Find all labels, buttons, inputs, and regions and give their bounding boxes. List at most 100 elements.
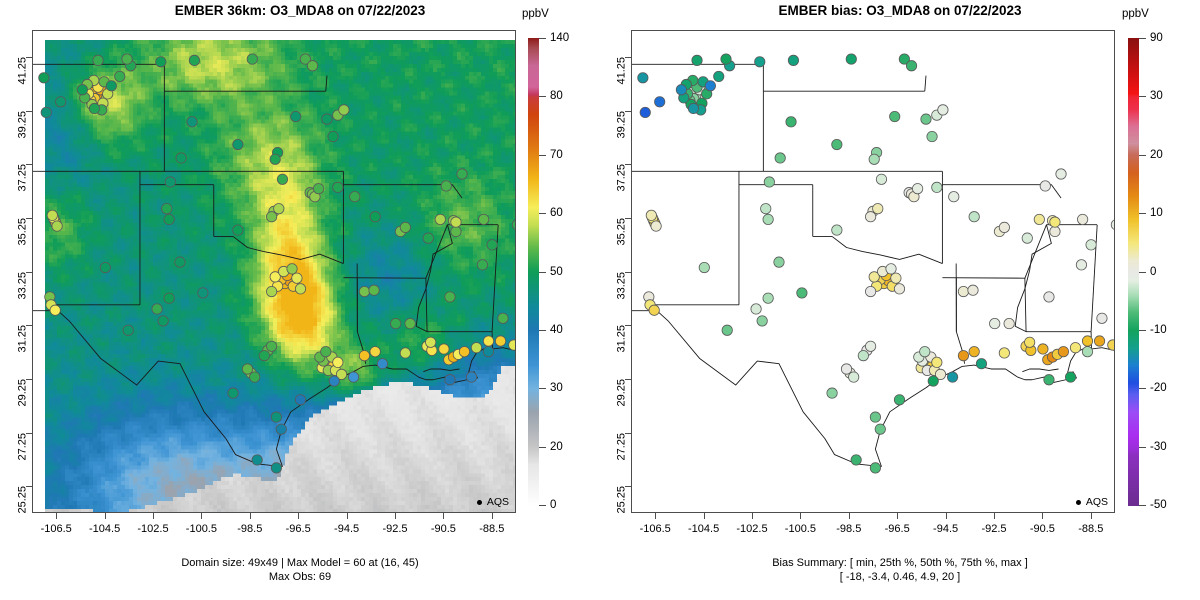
aqs-site-marker[interactable] bbox=[508, 339, 515, 351]
aqs-site-marker[interactable] bbox=[294, 394, 307, 406]
aqs-site-marker[interactable] bbox=[1021, 232, 1033, 244]
aqs-site-marker[interactable] bbox=[826, 387, 838, 399]
aqs-site-marker[interactable] bbox=[376, 358, 389, 370]
aqs-site-marker[interactable] bbox=[444, 291, 456, 303]
aqs-site-marker[interactable] bbox=[919, 346, 931, 358]
aqs-site-marker[interactable] bbox=[893, 394, 906, 406]
aqs-site-marker[interactable] bbox=[122, 324, 134, 336]
aqs-site-marker[interactable] bbox=[1096, 312, 1108, 324]
aqs-site-marker[interactable] bbox=[762, 213, 774, 225]
aqs-site-marker[interactable] bbox=[313, 183, 325, 195]
aqs-site-marker[interactable] bbox=[648, 304, 660, 316]
aqs-site-marker[interactable] bbox=[773, 256, 785, 268]
aqs-site-marker[interactable] bbox=[232, 224, 244, 236]
aqs-site-marker[interactable] bbox=[232, 138, 244, 151]
aqs-site-marker[interactable] bbox=[186, 116, 198, 128]
aqs-site-marker[interactable] bbox=[482, 346, 495, 358]
aqs-site-marker[interactable] bbox=[989, 318, 1001, 330]
aqs-site-marker[interactable] bbox=[637, 72, 649, 84]
aqs-site-marker[interactable] bbox=[163, 292, 175, 304]
aqs-site-marker[interactable] bbox=[358, 350, 371, 362]
aqs-site-marker[interactable] bbox=[347, 371, 360, 383]
aqs-site-marker[interactable] bbox=[466, 371, 478, 383]
aqs-site-marker[interactable] bbox=[497, 312, 509, 324]
aqs-site-marker[interactable] bbox=[294, 283, 307, 295]
aqs-site-marker[interactable] bbox=[1057, 346, 1069, 358]
aqs-site-marker[interactable] bbox=[763, 176, 775, 188]
aqs-site-marker[interactable] bbox=[869, 411, 881, 423]
aqs-site-marker[interactable] bbox=[51, 220, 63, 232]
aqs-site-marker[interactable] bbox=[926, 130, 938, 143]
aqs-site-marker[interactable] bbox=[720, 53, 732, 65]
aqs-site-marker[interactable] bbox=[92, 54, 104, 66]
aqs-site-marker[interactable] bbox=[164, 176, 176, 188]
aqs-site-marker[interactable] bbox=[197, 287, 209, 299]
aqs-site-marker[interactable] bbox=[1077, 213, 1089, 225]
aqs-site-marker[interactable] bbox=[246, 53, 258, 65]
aqs-site-marker[interactable] bbox=[328, 375, 340, 387]
aqs-site-marker[interactable] bbox=[157, 315, 169, 327]
aqs-site-marker[interactable] bbox=[865, 340, 877, 352]
aqs-site-marker[interactable] bbox=[369, 211, 381, 223]
aqs-site-marker[interactable] bbox=[704, 80, 716, 92]
aqs-site-marker[interactable] bbox=[967, 284, 979, 296]
aqs-observation-markers-model[interactable] bbox=[33, 31, 515, 512]
aqs-site-marker[interactable] bbox=[121, 53, 133, 65]
aqs-site-marker[interactable] bbox=[1055, 168, 1067, 180]
aqs-site-marker[interactable] bbox=[650, 220, 662, 232]
aqs-site-marker[interactable] bbox=[713, 70, 725, 82]
aqs-site-marker[interactable] bbox=[486, 239, 498, 251]
aqs-site-marker[interactable] bbox=[327, 130, 339, 143]
aqs-site-marker[interactable] bbox=[450, 216, 462, 228]
aqs-site-marker[interactable] bbox=[482, 335, 495, 347]
aqs-site-marker[interactable] bbox=[1024, 336, 1036, 348]
aqs-site-marker[interactable] bbox=[425, 336, 437, 348]
aqs-site-marker[interactable] bbox=[174, 256, 186, 268]
aqs-site-marker[interactable] bbox=[163, 213, 175, 225]
aqs-site-marker[interactable] bbox=[1065, 371, 1077, 383]
aqs-site-marker[interactable] bbox=[40, 106, 52, 119]
aqs-site-marker[interactable] bbox=[998, 347, 1010, 359]
aqs-site-marker[interactable] bbox=[251, 454, 263, 466]
aqs-site-marker[interactable] bbox=[787, 54, 800, 66]
aqs-site-marker[interactable] bbox=[1081, 346, 1094, 358]
aqs-site-marker[interactable] bbox=[390, 318, 402, 330]
aqs-site-marker[interactable] bbox=[1043, 374, 1055, 386]
aqs-site-marker[interactable] bbox=[241, 363, 254, 375]
aqs-site-marker[interactable] bbox=[1069, 342, 1082, 354]
aqs-site-marker[interactable] bbox=[88, 102, 101, 115]
aqs-site-marker[interactable] bbox=[931, 181, 943, 193]
aqs-site-marker[interactable] bbox=[1085, 239, 1097, 251]
aqs-site-marker[interactable] bbox=[291, 272, 303, 284]
aqs-site-marker[interactable] bbox=[332, 181, 344, 193]
aqs-site-marker[interactable] bbox=[785, 116, 797, 128]
aqs-site-marker[interactable] bbox=[188, 54, 201, 66]
aqs-site-marker[interactable] bbox=[422, 232, 434, 244]
aqs-site-marker[interactable] bbox=[1003, 318, 1015, 330]
aqs-site-marker[interactable] bbox=[358, 285, 371, 298]
aqs-site-marker[interactable] bbox=[249, 371, 261, 383]
aqs-site-marker[interactable] bbox=[948, 191, 960, 203]
aqs-site-marker[interactable] bbox=[494, 335, 507, 347]
aqs-site-marker[interactable] bbox=[368, 284, 380, 296]
aqs-site-marker[interactable] bbox=[831, 138, 843, 151]
aqs-site-marker[interactable] bbox=[845, 53, 857, 65]
aqs-site-marker[interactable] bbox=[105, 80, 117, 92]
aqs-site-marker[interactable] bbox=[975, 358, 988, 370]
aqs-site-marker[interactable] bbox=[1049, 216, 1061, 228]
aqs-site-marker[interactable] bbox=[1049, 225, 1061, 238]
aqs-site-marker[interactable] bbox=[639, 106, 651, 119]
aqs-site-marker[interactable] bbox=[270, 462, 282, 474]
aqs-site-marker[interactable] bbox=[450, 225, 462, 238]
aqs-site-marker[interactable] bbox=[968, 211, 980, 223]
aqs-site-marker[interactable] bbox=[698, 261, 710, 274]
aqs-site-marker[interactable] bbox=[511, 219, 515, 230]
aqs-site-marker[interactable] bbox=[1110, 219, 1114, 230]
aqs-site-marker[interactable] bbox=[890, 272, 902, 284]
aqs-site-marker[interactable] bbox=[874, 423, 886, 435]
aqs-site-marker[interactable] bbox=[760, 203, 772, 215]
aqs-site-marker[interactable] bbox=[76, 84, 88, 96]
aqs-site-marker[interactable] bbox=[332, 356, 344, 368]
aqs-site-marker[interactable] bbox=[754, 56, 766, 68]
aqs-site-marker[interactable] bbox=[320, 346, 332, 358]
